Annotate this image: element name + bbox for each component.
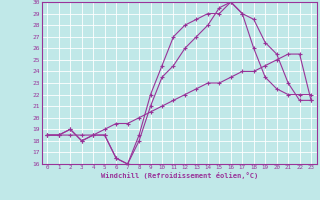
X-axis label: Windchill (Refroidissement éolien,°C): Windchill (Refroidissement éolien,°C) — [100, 172, 258, 179]
